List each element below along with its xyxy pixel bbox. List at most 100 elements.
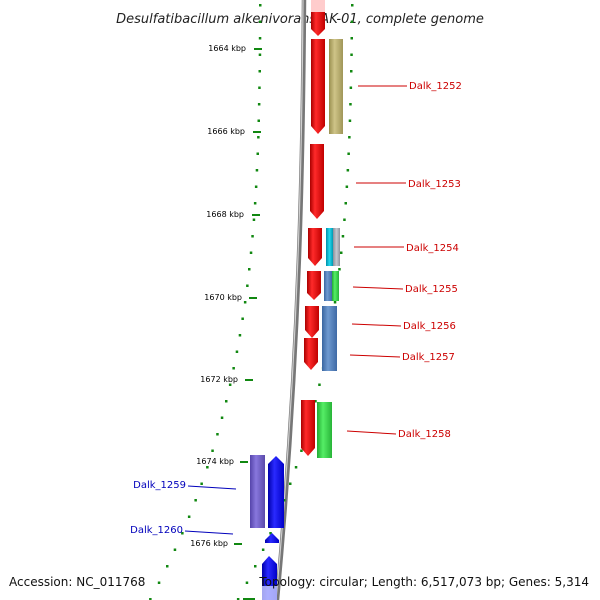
minor-tick (157, 581, 161, 584)
domain-block-steel-large (322, 306, 337, 371)
scale-label: 1670 kbp (204, 293, 242, 302)
minor-tick (347, 152, 350, 155)
gene-arrow-dalk-1253[interactable] (310, 144, 324, 219)
minor-tick (181, 532, 184, 535)
minor-tick (216, 433, 219, 436)
minor-tick (346, 169, 350, 172)
minor-tick (243, 301, 247, 304)
minor-tick (236, 598, 240, 600)
minor-tick (340, 251, 343, 254)
domain-block-gray (333, 228, 340, 266)
scale-label: 1672 kbp (200, 375, 238, 384)
scale-label: 1676 kbp (190, 539, 228, 548)
gene-label-dalk-1252[interactable]: Dalk_1252 (409, 81, 462, 92)
minor-tick (350, 53, 353, 56)
gene-arrow-dalk-1252[interactable] (311, 39, 325, 134)
minor-tick (249, 251, 253, 254)
minor-tick (351, 4, 354, 7)
minor-tick (258, 37, 262, 40)
scale-label: 1674 kbp (196, 457, 234, 466)
gene-arrow-dalk-1259[interactable] (268, 456, 284, 528)
minor-tick (341, 235, 345, 238)
minor-tick (194, 499, 197, 502)
minor-tick (261, 548, 265, 551)
minor-tick (257, 136, 260, 139)
gene-label-dalk-1260[interactable]: Dalk_1260 (130, 525, 183, 536)
domain-block-green-small (332, 271, 339, 301)
minor-tick (166, 565, 169, 568)
minor-tick (258, 20, 262, 23)
minor-tick (254, 565, 257, 568)
major-ticks (234, 48, 262, 600)
minor-tick (187, 515, 191, 518)
domain-block-khaki (329, 39, 343, 134)
minor-tick (241, 317, 244, 320)
minor-tick (228, 383, 232, 386)
gene-label-dalk-1256[interactable]: Dalk_1256 (403, 321, 456, 332)
minor-tick (256, 152, 259, 155)
minor-tick (254, 185, 258, 188)
gene-arrow-dalk-1256[interactable] (305, 306, 319, 338)
accession-text: Accession: NC_011768 (9, 575, 145, 589)
minor-tick (259, 4, 262, 7)
minor-tick (238, 334, 242, 337)
domain-block-steel-small (324, 271, 332, 301)
label-leaders (184, 85, 407, 535)
gene-partial-top[interactable] (311, 0, 325, 36)
gene-arrow-dalk-1254[interactable] (308, 228, 322, 266)
minor-tick (258, 86, 261, 89)
gene-arrow-dalk-1260[interactable] (265, 533, 279, 543)
minor-tick (350, 70, 353, 73)
minor-tick (343, 218, 346, 221)
minor-tick (348, 136, 351, 139)
gene-label-dalk-1257[interactable]: Dalk_1257 (402, 352, 455, 363)
minor-tick (258, 70, 261, 73)
minor-tick (246, 284, 249, 287)
gene-label-dalk-1259[interactable]: Dalk_1259 (133, 480, 186, 491)
gene-label-dalk-1254[interactable]: Dalk_1254 (406, 243, 459, 254)
minor-tick (257, 119, 260, 122)
chromosome-backbone-highlight (275, 0, 304, 600)
minor-tick (282, 499, 286, 502)
minor-tick (232, 367, 235, 370)
minor-tick (344, 202, 347, 205)
minor-tick (253, 202, 257, 205)
minor-tick (200, 482, 203, 485)
gene-label-dalk-1253[interactable]: Dalk_1253 (408, 179, 461, 190)
minor-tick (338, 268, 341, 271)
gene-label-dalk-1258[interactable]: Dalk_1258 (398, 429, 451, 440)
gene-partial-bottom[interactable] (262, 556, 277, 600)
minor-tick (349, 86, 353, 89)
minor-tick (300, 449, 303, 452)
gene-label-dalk-1255[interactable]: Dalk_1255 (405, 284, 458, 295)
gene-arrow-dalk-1257[interactable] (304, 338, 318, 370)
minor-tick (255, 169, 259, 172)
scale-label: 1668 kbp (206, 210, 244, 219)
domain-block-green-large (317, 402, 332, 458)
domain-block-purple (250, 455, 265, 528)
minor-tick (149, 598, 152, 600)
minor-tick (333, 301, 337, 304)
minor-tick (258, 53, 262, 56)
tick-ring-left (149, 4, 262, 600)
scale-label: 1664 kbp (208, 44, 246, 53)
minor-tick (206, 466, 209, 469)
gene-labels: Dalk_1252 Dalk_1253 Dalk_1254 Dalk_1255 … (130, 81, 462, 536)
minor-tick (350, 37, 353, 40)
minor-tick (252, 218, 256, 221)
minor-tick (251, 235, 254, 238)
gene-arrow-dalk-1255[interactable] (307, 271, 321, 300)
scale-labels: 1664 kbp 1666 kbp 1668 kbp 1670 kbp 1672… (190, 44, 246, 548)
minor-tick (314, 400, 317, 403)
minor-tick (294, 466, 298, 469)
map-title: Desulfatibacillum alkenivorans AK-01, co… (116, 12, 484, 27)
minor-tick (220, 416, 224, 419)
minor-tick (235, 350, 239, 353)
minor-tick (173, 548, 177, 551)
minor-tick (345, 185, 349, 188)
minor-tick (349, 103, 352, 106)
minor-tick (318, 383, 321, 386)
minor-tick (211, 449, 214, 452)
gene-arrow-dalk-1258[interactable] (301, 400, 315, 456)
